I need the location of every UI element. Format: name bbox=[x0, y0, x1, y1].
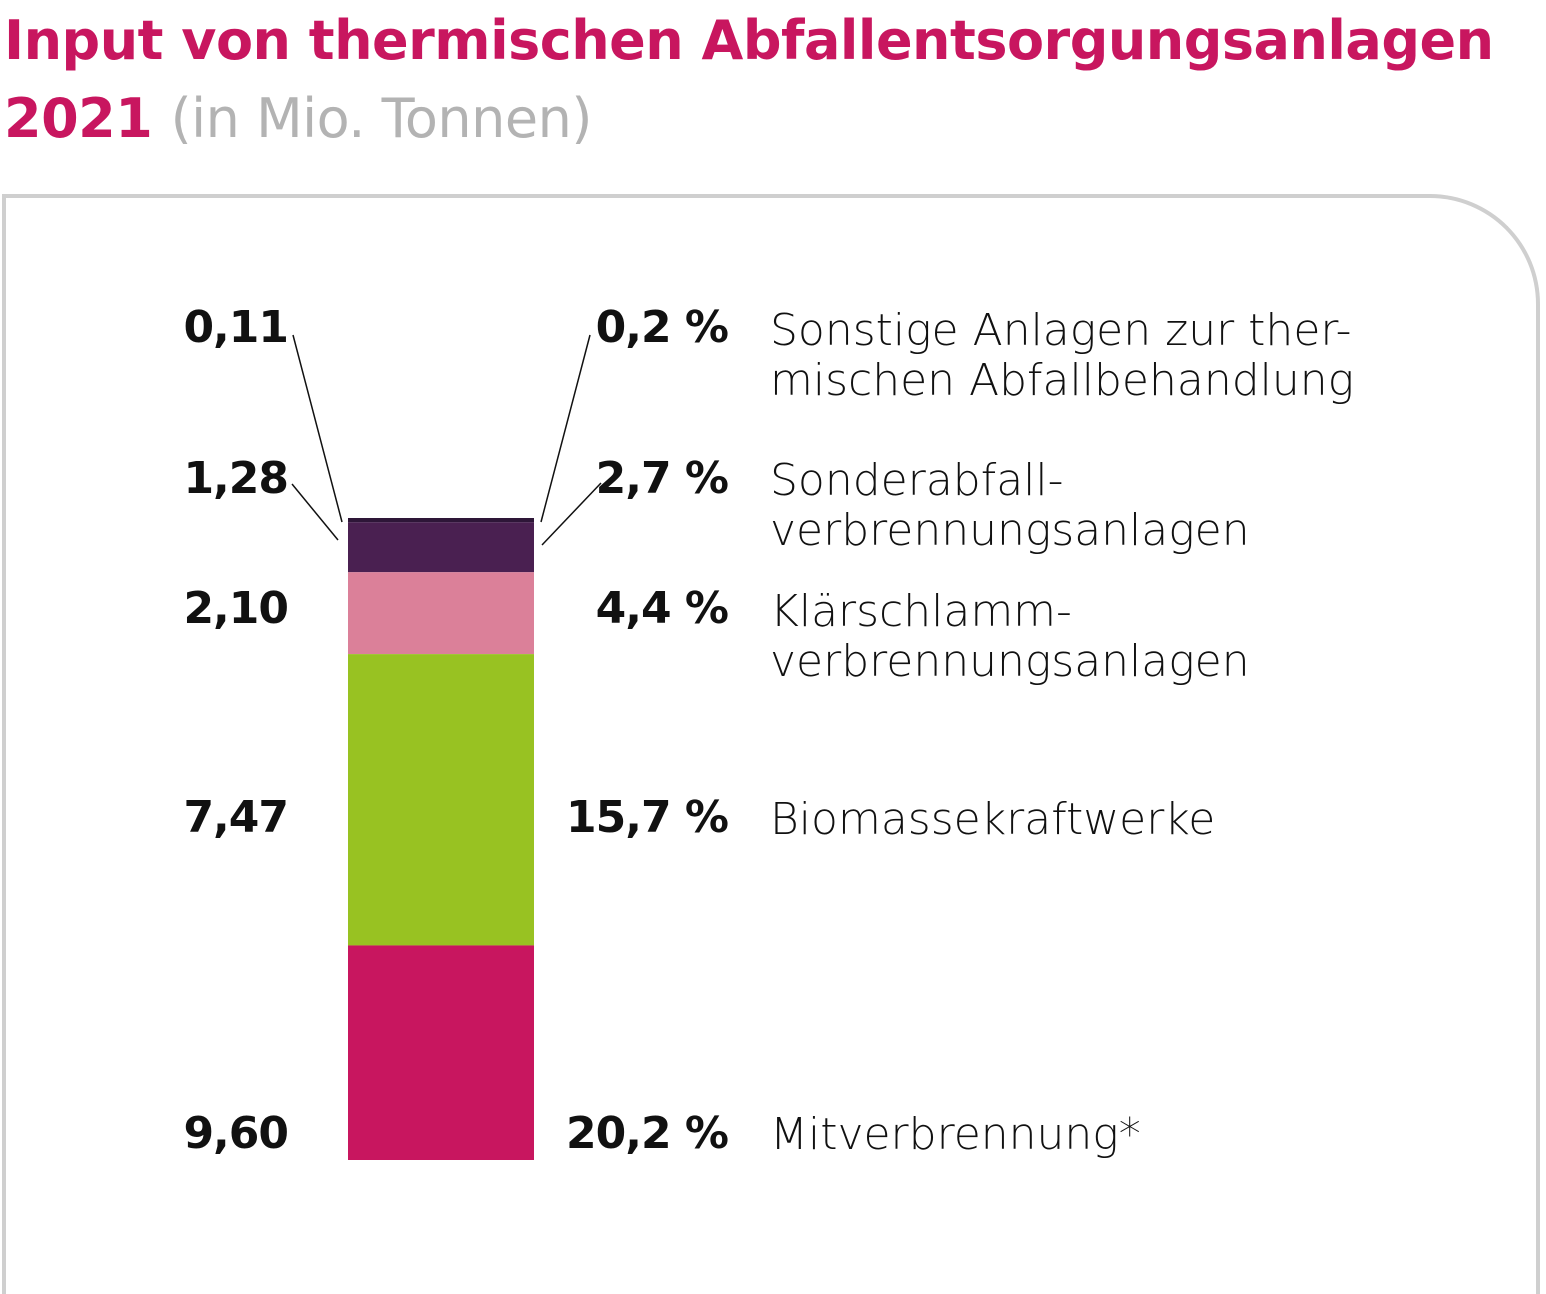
percent-label-4: 20,2 % bbox=[566, 1108, 729, 1159]
chart-title: Input von thermischen Abfallentsorgungsa… bbox=[4, 2, 1494, 158]
leader-line-1-left bbox=[291, 483, 339, 541]
value-label-1: 1,28 bbox=[183, 453, 289, 504]
percent-label-1: 2,7 % bbox=[595, 453, 729, 504]
leader-line-0-left bbox=[292, 334, 343, 523]
value-label-0: 0,11 bbox=[183, 302, 289, 353]
title-line1: Input von thermischen Abfallentsorgungsa… bbox=[4, 9, 1494, 72]
bar-segment-1 bbox=[348, 522, 534, 573]
value-label-2: 2,10 bbox=[183, 583, 289, 634]
bar-segment-0 bbox=[348, 518, 534, 523]
bar-segment-3 bbox=[348, 654, 534, 946]
value-label-4: 9,60 bbox=[183, 1108, 289, 1159]
leader-line-1-right bbox=[541, 482, 602, 546]
category-label-4: Mitverbrennung* bbox=[770, 1109, 1141, 1160]
chart-svg bbox=[291, 334, 602, 1160]
percent-label-0: 0,2 % bbox=[595, 302, 729, 353]
leader-line-0-right bbox=[540, 334, 591, 523]
category-label-2: Klärschlamm- verbrennungsanlagen bbox=[770, 586, 1250, 687]
bar-segment-4 bbox=[348, 945, 534, 1160]
category-label-1: Sonderabfall- verbrennungsanlagen bbox=[770, 455, 1250, 556]
percent-label-2: 4,4 % bbox=[595, 583, 729, 634]
title-year: 2021 bbox=[4, 87, 153, 150]
chart-frame bbox=[2, 194, 1540, 1294]
percent-label-3: 15,7 % bbox=[566, 792, 729, 843]
category-label-3: Biomassekraftwerke bbox=[770, 794, 1216, 845]
bar-segment-2 bbox=[348, 572, 534, 655]
category-label-0: Sonstige Anlagen zur ther- mischen Abfal… bbox=[770, 305, 1355, 406]
title-unit: (in Mio. Tonnen) bbox=[170, 87, 593, 150]
value-label-3: 7,47 bbox=[183, 792, 289, 843]
